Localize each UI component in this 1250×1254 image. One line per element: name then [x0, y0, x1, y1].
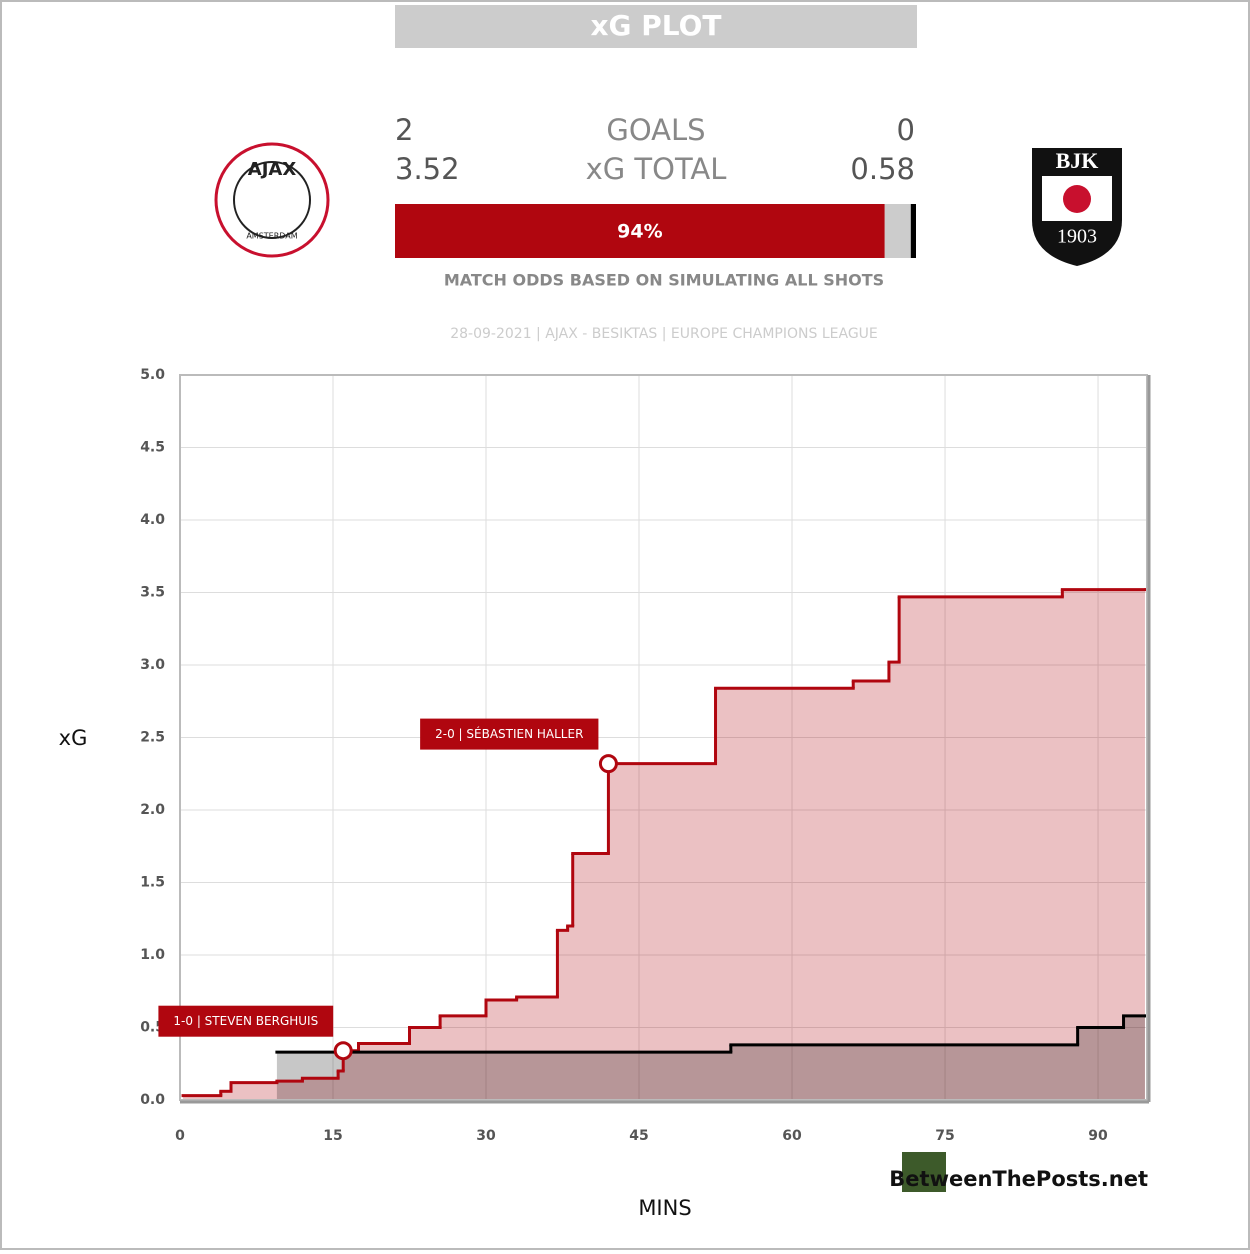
logo-ring: [214, 142, 330, 258]
odds-segment: [395, 204, 885, 258]
y-tick-label: 4.0: [140, 512, 165, 528]
home-xg: 3.52: [395, 152, 460, 186]
step-end: [1143, 588, 1147, 592]
match-info: 28-09-2021 | AJAX - BESIKTAS | EUROPE CH…: [450, 326, 878, 342]
goals-label: GOALS: [606, 113, 705, 147]
odds-caption: MATCH ODDS BASED ON SIMULATING ALL SHOTS: [444, 271, 884, 290]
home-logo: AJAX AMSTERDAM: [214, 142, 330, 258]
away-goals: 0: [897, 113, 915, 147]
annotation-text: 2-0 | SÉBASTIEN HALLER: [435, 726, 583, 741]
plot-border: [179, 374, 1148, 1101]
y-tick-label: 3.5: [140, 585, 165, 601]
title-banner: [395, 5, 917, 48]
x-tick-label: 0: [175, 1128, 185, 1144]
x-tick-label: 15: [323, 1128, 342, 1144]
logo-text: AMSTERDAM: [246, 232, 297, 241]
logo-text: 1903: [1057, 226, 1097, 248]
y-tick-label: 2.0: [140, 802, 165, 818]
annotation-box: [420, 718, 599, 750]
plot: 0.00.51.01.52.02.53.03.54.04.55.00 15 30 45…: [140, 367, 1151, 1144]
title: xG PLOT: [590, 9, 721, 42]
odds-segment: [884, 204, 911, 258]
y-tick-label: 1.5: [140, 875, 165, 891]
credit-text: BetweenThePosts.net: [889, 1167, 1148, 1191]
annotation-box: [158, 1005, 334, 1037]
logo-inner: [233, 161, 311, 239]
x-tick-label: 60: [782, 1128, 802, 1144]
y-tick-label: 3.0: [140, 657, 165, 673]
y-tick-label: 1.0: [140, 947, 165, 963]
x-axis-label: MINS: [638, 1196, 691, 1220]
area: [183, 589, 1145, 1100]
x-tick-label: 75: [935, 1128, 954, 1144]
odds-label: 94%: [617, 221, 662, 243]
xg-label: xG TOTAL: [586, 152, 727, 186]
away-logo: BJK 1903: [1032, 148, 1122, 266]
odds-segment: [910, 204, 916, 258]
credit-badge: [902, 1152, 946, 1192]
y-tick-label: 4.5: [140, 440, 165, 456]
logo-flag: [1063, 185, 1091, 213]
x-tick-label: 30: [476, 1128, 496, 1144]
logo-text: AJAX: [248, 159, 297, 180]
y-tick-label: 2.5: [140, 730, 165, 746]
x-tick-label: 90: [1088, 1128, 1108, 1144]
goal-marker: [598, 754, 618, 774]
home-goals: 2: [395, 113, 413, 147]
y-axis-label: xG: [59, 726, 88, 750]
step-end: [1143, 1014, 1147, 1018]
area: [276, 1015, 1145, 1100]
goal-marker: [333, 1041, 353, 1061]
odds-bar: 94%: [395, 204, 916, 258]
away-xg: 0.58: [850, 152, 915, 186]
y-tick-label: 0.0: [140, 1092, 165, 1108]
y-tick-label: 5.0: [140, 367, 165, 383]
logo-text: BJK: [1056, 148, 1099, 173]
annotation-text: 1-0 | STEVEN BERGHUIS: [173, 1014, 318, 1028]
x-tick-label: 45: [629, 1128, 648, 1144]
credit: BetweenThePosts.net: [889, 1152, 1148, 1192]
